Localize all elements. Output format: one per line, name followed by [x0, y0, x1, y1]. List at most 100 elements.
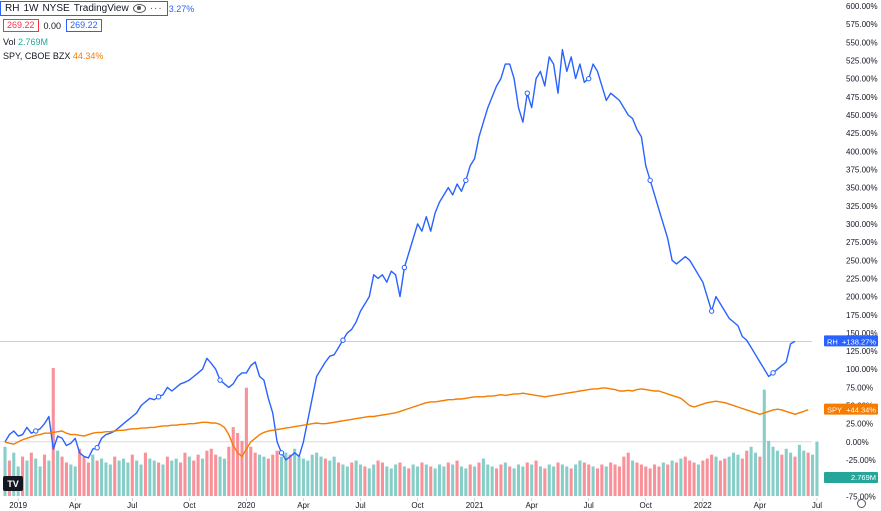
volume-bar	[424, 464, 428, 496]
volume-bar	[534, 460, 538, 496]
volume-bar	[222, 458, 226, 496]
volume-bar	[604, 466, 608, 496]
rh-marker-point	[340, 337, 346, 343]
volume-bar	[117, 460, 121, 496]
volume-bar	[600, 464, 604, 496]
volume-bar	[789, 452, 793, 496]
volume-bar	[218, 456, 222, 496]
volume-bar	[275, 450, 279, 496]
volume-bar	[209, 448, 213, 496]
volume-bar	[78, 448, 82, 496]
volume-bar	[3, 446, 7, 496]
volume-bar	[762, 389, 766, 496]
volume-bar	[806, 452, 810, 496]
rh-marker-point	[770, 370, 776, 376]
volume-bar	[25, 460, 29, 496]
symbol-label: RH	[5, 3, 20, 14]
volume-bar	[416, 466, 420, 496]
volume-bar	[516, 464, 521, 496]
volume-bar	[104, 462, 108, 496]
volume-bar	[152, 460, 156, 496]
volume-bar	[126, 462, 130, 496]
rh-marker-point	[155, 394, 162, 400]
volume-bar	[174, 458, 178, 496]
volume-bar	[486, 464, 490, 496]
volume-bar	[775, 450, 779, 496]
x-tick-label: Oct	[183, 501, 196, 510]
eye-icon[interactable]	[132, 4, 146, 13]
volume-bar	[367, 468, 371, 496]
volume-bar	[310, 454, 314, 496]
volume-bar	[262, 456, 266, 496]
volume-bar	[477, 462, 481, 496]
volume-bar	[363, 466, 367, 496]
volume-bar	[328, 460, 332, 496]
volume-bar	[192, 460, 196, 496]
volume-bar	[569, 468, 573, 496]
volume-bar	[385, 466, 389, 496]
volume-legend[interactable]: Vol 2.769M	[3, 37, 48, 47]
volume-bar	[670, 460, 674, 496]
volume-bar	[525, 462, 529, 496]
volume-bar	[332, 456, 336, 496]
volume-bar	[350, 462, 354, 496]
y-tick-label: 325.00%	[846, 202, 878, 211]
compare-legend[interactable]: SPY, CBOE BZX 44.34%	[3, 51, 103, 61]
y-tick-label: 525.00%	[846, 56, 878, 65]
price-box-right[interactable]: 269.22	[66, 19, 102, 32]
volume-bar	[214, 454, 218, 496]
volume-badge-value: 2.769M	[851, 473, 876, 482]
volume-bar	[495, 468, 499, 496]
volume-bar	[459, 466, 463, 496]
volume-bar	[793, 456, 797, 496]
y-tick-label: 550.00%	[846, 38, 878, 47]
volume-bar	[574, 464, 578, 496]
volume-bar	[121, 458, 126, 496]
y-tick-label: 600.00%	[846, 2, 878, 11]
volume-bar	[315, 452, 319, 496]
volume-bar	[148, 458, 152, 496]
volume-bar	[613, 464, 617, 496]
settings-icon[interactable]	[857, 499, 866, 508]
volume-bar	[512, 468, 516, 496]
rh-marker-point	[278, 450, 285, 456]
y-tick-label: 0.00%	[846, 438, 869, 447]
volume-bar	[341, 464, 345, 496]
spy-badge-value: +44.34%	[846, 406, 876, 415]
volume-bar	[815, 441, 819, 496]
price-box-left[interactable]: 269.22	[3, 19, 39, 32]
rh-marker-point	[463, 177, 469, 184]
x-tick-label: Oct	[640, 501, 653, 510]
volume-bar	[297, 456, 301, 496]
volume-bar	[473, 466, 477, 496]
tradingview-logo-icon[interactable]: TV	[3, 476, 23, 491]
volume-bar	[86, 462, 90, 496]
compare-label: SPY, CBOE BZX	[3, 51, 71, 61]
price-axis[interactable]: 600.00% 575.00% 550.00% 525.00% 500.00% 475.0…	[846, 2, 878, 501]
y-tick-label: 25.00%	[846, 420, 873, 429]
y-tick-label: 575.00%	[846, 20, 878, 29]
volume-bar	[552, 466, 556, 496]
volume-bar	[468, 464, 472, 496]
symbol-box[interactable]: RH 1W NYSE TradingView ···	[0, 1, 168, 16]
volume-bar	[82, 456, 86, 496]
y-tick-label: 275.00%	[846, 238, 878, 247]
y-tick-label: 475.00%	[846, 93, 878, 102]
more-icon[interactable]: ···	[149, 3, 163, 14]
time-axis[interactable]: 2019 Apr Jul Oct 2020 Apr Jul Oct 2021 Apr Jul Oct 2…	[9, 498, 822, 510]
volume-bar	[34, 458, 38, 496]
volume-bar	[635, 462, 639, 496]
volume-bar	[490, 466, 494, 496]
volume-bar	[780, 454, 784, 496]
volume-bar	[29, 452, 33, 496]
x-tick-label: 2020	[237, 501, 255, 510]
rh-marker-point	[401, 264, 408, 271]
volume-bar	[701, 460, 705, 496]
legend-header[interactable]: RH 1W NYSE TradingView ··· 3.27%	[0, 1, 194, 16]
volume-bar	[227, 446, 231, 496]
volume-bar	[433, 468, 437, 496]
volume-bar	[464, 468, 468, 496]
x-tick-label: Jul	[812, 501, 822, 510]
volume-bar	[402, 466, 406, 496]
